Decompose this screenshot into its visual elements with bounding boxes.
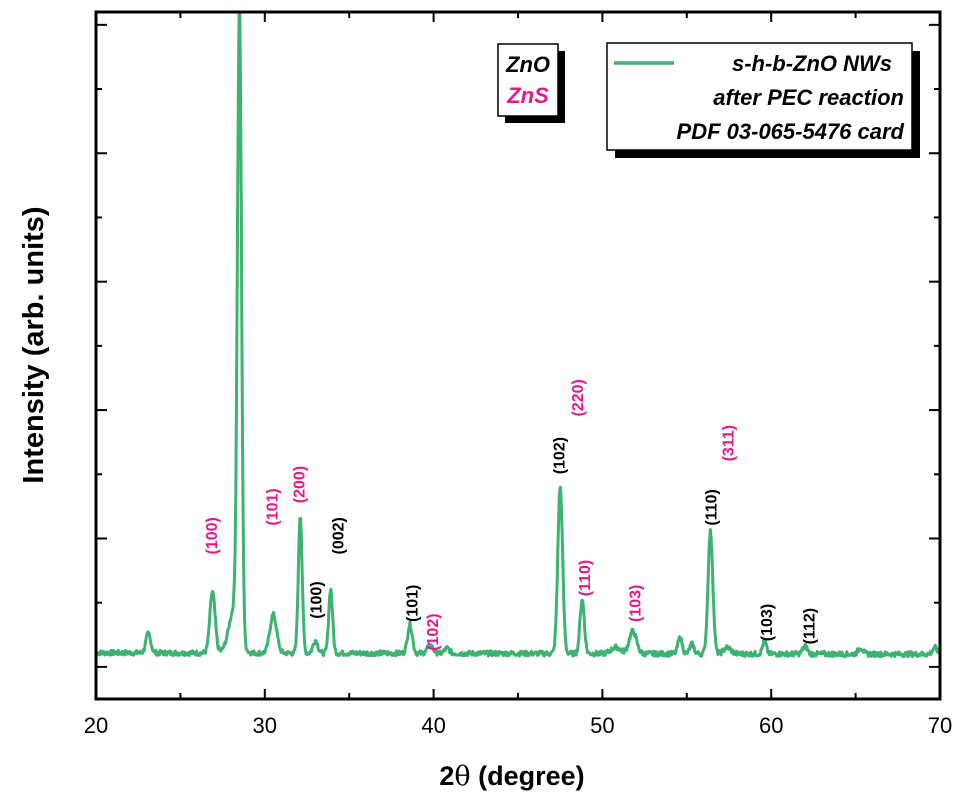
peak-label-zno: (002) <box>330 517 347 554</box>
peak-label-zno: (110) <box>703 489 720 525</box>
series-legend-line-2: after PEC reaction <box>713 85 904 110</box>
x-tick-label: 20 <box>84 713 108 738</box>
peak-label-zno: (100) <box>308 581 325 618</box>
peak-label-zno: (101) <box>405 585 422 622</box>
phase-legend-zns: ZnS <box>506 83 549 108</box>
peak-label-zns: (110) <box>577 560 594 596</box>
peak-label-zns: (103) <box>628 585 645 622</box>
x-axis-title-prefix: 2 <box>439 761 454 791</box>
peak-label-zno: (102) <box>552 437 569 474</box>
x-tick-label: 60 <box>759 713 783 738</box>
y-axis-title: Intensity (arb. units) <box>18 206 50 483</box>
series-legend-box <box>606 42 913 151</box>
series-legend: s-h-b-ZnO NWs after PEC reaction PDF 03-… <box>606 42 920 158</box>
x-tick-label: 40 <box>421 713 445 738</box>
x-axis-title: 2θ (degree) <box>439 761 584 792</box>
phase-legend: ZnO ZnS <box>497 43 565 123</box>
peak-label-zno: (103) <box>759 604 776 641</box>
series-legend-line-1: s-h-b-ZnO NWs <box>732 51 892 76</box>
peak-label-zns: (220) <box>570 379 587 416</box>
peak-label-zns: (200) <box>292 466 309 503</box>
peak-label-zno: (112) <box>801 608 818 644</box>
series-line <box>95 10 941 659</box>
series-legend-line-3: PDF 03-065-5476 card <box>677 119 905 144</box>
x-tick-label: 30 <box>253 713 277 738</box>
peak-label-zns: (311) <box>720 425 737 461</box>
axis-ticks <box>95 12 941 699</box>
x-tick-label: 70 <box>928 713 952 738</box>
phase-legend-zno: ZnO <box>505 52 550 77</box>
peak-label-zns: (102) <box>425 613 442 650</box>
phase-legend-box <box>497 43 559 117</box>
x-axis-title-suffix: (degree) <box>471 761 585 791</box>
x-tick-label: 50 <box>590 713 614 738</box>
x-axis-title-theta: θ <box>454 761 470 792</box>
peak-label-zns: (100) <box>204 517 221 554</box>
peak-label-zns: (101) <box>265 488 282 525</box>
